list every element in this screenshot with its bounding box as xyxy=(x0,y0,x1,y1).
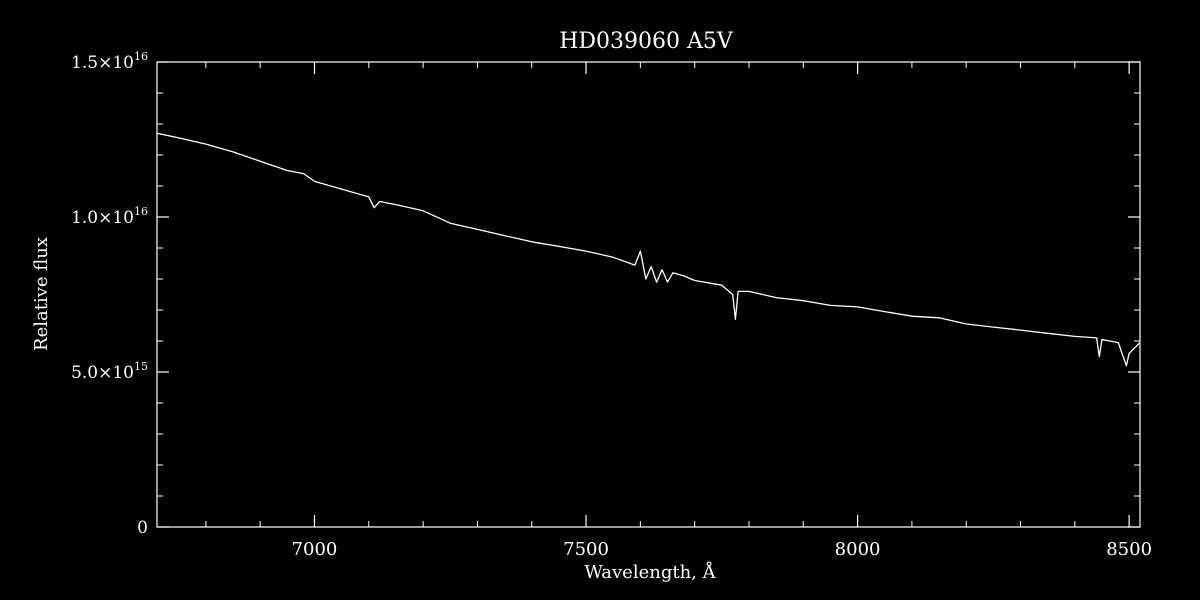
x-tick-label: 7500 xyxy=(563,539,609,560)
y-tick-label: 0 xyxy=(137,518,148,538)
x-tick-label: 7000 xyxy=(292,539,338,560)
series-layer xyxy=(156,132,1141,367)
plot-frame xyxy=(156,61,1141,528)
x-axis: 7000 7500 8000 8500 xyxy=(205,62,1152,560)
x-tick-label: 8500 xyxy=(1106,539,1152,560)
y-tick-exponent: 16 xyxy=(134,205,148,218)
spectrum-line xyxy=(156,132,1141,367)
x-axis-label: Wavelength, Å xyxy=(584,561,716,583)
x-tick-label: 8000 xyxy=(835,539,881,560)
y-tick-mantissa: 5.0×10 xyxy=(71,363,134,383)
y-tick-mantissa: 0 xyxy=(137,518,148,538)
y-tick-exponent: 16 xyxy=(134,50,148,63)
y-tick-mantissa: 1.5×10 xyxy=(71,53,134,73)
y-tick-exponent: 15 xyxy=(134,360,148,373)
y-axis-label: Relative flux xyxy=(31,237,52,351)
y-tick-label: 5.0×1015 xyxy=(71,360,148,383)
y-tick-label: 1.5×1016 xyxy=(71,50,148,73)
y-tick-mantissa: 1.0×10 xyxy=(71,208,134,228)
y-tick-label: 1.0×1016 xyxy=(71,205,148,228)
chart-title: HD039060 A5V xyxy=(559,29,734,54)
